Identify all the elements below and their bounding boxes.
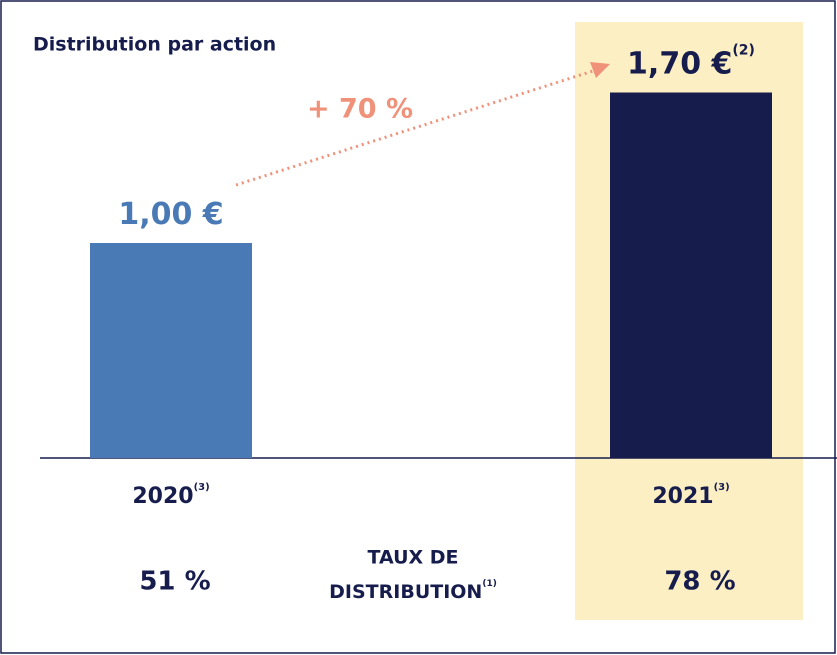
value-label-note: (2) bbox=[732, 43, 755, 59]
category-label-note: (3) bbox=[714, 482, 730, 493]
payout-label-text: DISTRIBUTION bbox=[329, 581, 482, 603]
category-label-text: 2021 bbox=[652, 484, 713, 509]
value-label: 1,00 € bbox=[118, 197, 223, 232]
category-label: 2020(3) bbox=[132, 482, 209, 509]
growth-annotation: + 70 % bbox=[307, 94, 413, 125]
bar bbox=[90, 243, 252, 458]
chart-title: Distribution par action bbox=[33, 34, 276, 56]
category-label-note: (3) bbox=[194, 482, 210, 493]
arrow-head bbox=[590, 62, 610, 78]
payout-value: 78 % bbox=[664, 567, 735, 597]
value-label: 1,70 €(2) bbox=[627, 43, 755, 82]
bar bbox=[610, 92, 772, 458]
payout-label: TAUX DE bbox=[367, 547, 458, 569]
payout-value: 51 % bbox=[139, 567, 210, 597]
category-label: 2021(3) bbox=[652, 482, 729, 509]
payout-label: DISTRIBUTION(1) bbox=[329, 579, 497, 603]
payout-label-note: (1) bbox=[482, 579, 497, 589]
category-label-text: 2020 bbox=[132, 484, 193, 509]
value-label-text: 1,70 € bbox=[627, 46, 732, 81]
value-label-text: 1,00 € bbox=[118, 197, 223, 232]
